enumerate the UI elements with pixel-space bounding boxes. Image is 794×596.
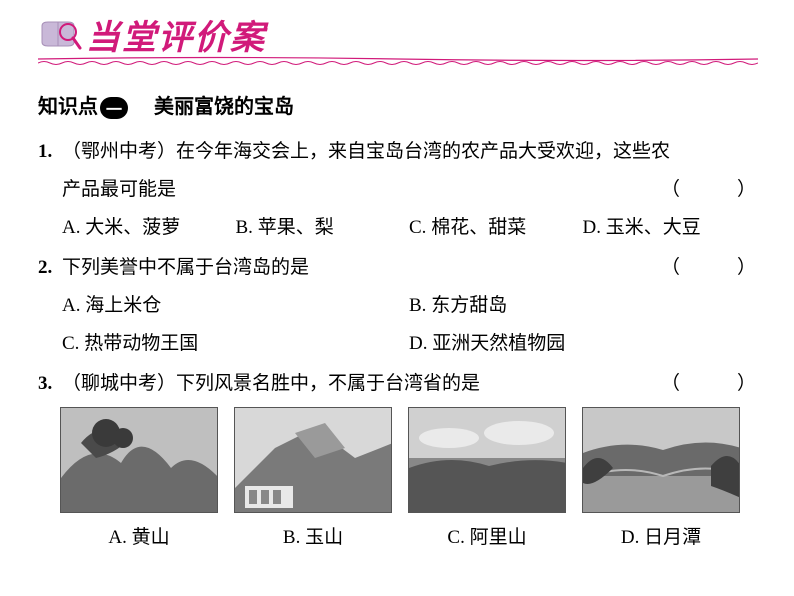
question-2: 2. 下列美誉中不属于台湾岛的是 （ ） A. 海上米仓 B. 东方甜岛 C. … — [38, 249, 756, 363]
q-text: （聊城中考）下列风景名胜中，不属于台湾省的是 （ ） — [62, 365, 756, 403]
option-b: B. 苹果、梨 — [236, 209, 410, 247]
option-a: A. 海上米仓 — [62, 287, 409, 325]
section-badge: 一 — [100, 97, 128, 119]
image-label-c: C. 阿里山 — [408, 519, 566, 557]
question-1: 1. （鄂州中考）在今年海交会上，来自宝岛台湾的农产品大受欢迎，这些农 产品最可… — [38, 133, 756, 247]
image-riyuetan — [582, 407, 740, 513]
option-c: C. 棉花、甜菜 — [409, 209, 583, 247]
options-row: C. 热带动物王国 D. 亚洲天然植物园 — [38, 325, 756, 363]
answer-paren: （ ） — [661, 171, 756, 209]
image-label-a: A. 黄山 — [60, 519, 218, 557]
image-huangshan — [60, 407, 218, 513]
section-title: 美丽富饶的宝岛 — [154, 96, 294, 118]
images-row — [38, 407, 756, 513]
q-num: 2. — [38, 249, 62, 287]
q-num: 1. — [38, 133, 62, 171]
image-label-b: B. 玉山 — [234, 519, 392, 557]
image-labels: A. 黄山 B. 玉山 C. 阿里山 D. 日月潭 — [38, 519, 756, 557]
question-3: 3. （聊城中考）下列风景名胜中，不属于台湾省的是 （ ） — [38, 365, 756, 557]
answer-paren: （ ） — [661, 249, 756, 287]
image-alishan — [408, 407, 566, 513]
section-prefix: 知识点 — [38, 96, 98, 118]
q-text: （鄂州中考）在今年海交会上，来自宝岛台湾的农产品大受欢迎，这些农 — [62, 133, 756, 171]
option-c: C. 热带动物王国 — [62, 325, 409, 363]
banner: 当堂评价案 — [38, 12, 756, 68]
q-text-cont: 产品最可能是 — [62, 171, 176, 209]
image-yushan — [234, 407, 392, 513]
banner-title: 当堂评价案 — [86, 10, 266, 59]
options-row: A. 海上米仓 B. 东方甜岛 — [38, 287, 756, 325]
option-b: B. 东方甜岛 — [409, 287, 756, 325]
section-heading: 知识点一 美丽富饶的宝岛 — [38, 90, 756, 119]
image-label-d: D. 日月潭 — [582, 519, 740, 557]
option-d: D. 亚洲天然植物园 — [409, 325, 756, 363]
q-text: 下列美誉中不属于台湾岛的是 （ ） — [62, 249, 756, 287]
book-magnifier-icon — [38, 18, 82, 52]
answer-paren: （ ） — [661, 365, 756, 403]
option-a: A. 大米、菠萝 — [62, 209, 236, 247]
banner-underline — [38, 56, 758, 66]
options-row: A. 大米、菠萝 B. 苹果、梨 C. 棉花、甜菜 D. 玉米、大豆 — [38, 209, 756, 247]
q-num: 3. — [38, 365, 62, 403]
option-d: D. 玉米、大豆 — [583, 209, 757, 247]
